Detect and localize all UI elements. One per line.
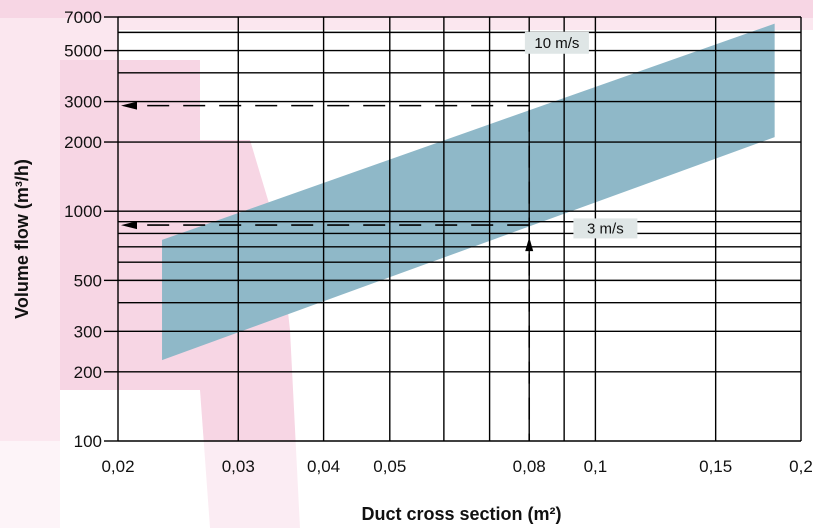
x-tick-label: 0,02 [101,457,134,476]
x-tick-label: 0,08 [513,457,546,476]
grid-layer [104,16,802,442]
bg-top-strip [0,0,813,18]
x-tick-label: 0,04 [307,457,340,476]
x-tick-label: 0,1 [584,457,608,476]
arrow-left-high [121,101,137,110]
band-label: 10 m/s [534,35,579,52]
y-tick-label: 300 [74,322,102,341]
x-axis-title: Duct cross section (m²) [361,504,561,524]
velocity-band [162,23,775,361]
y-tick-label: 2000 [64,133,102,152]
arrow-left-low [121,221,137,230]
arrow-up [525,237,534,252]
bg-bottom-wash [0,441,813,528]
bg-top-fade [0,18,813,30]
band-label: 3 m/s [587,220,624,237]
velocity-band-layer [162,23,775,361]
y-tick-label: 500 [74,271,102,290]
band-label-box [524,31,589,54]
y-tick-label: 1000 [64,202,102,221]
x-tick-label: 0,05 [373,457,406,476]
y-tick-label: 3000 [64,93,102,112]
y-tick-label: 7000 [64,8,102,27]
x-tick-label: 0,15 [699,457,732,476]
y-tick-label: 200 [74,363,102,382]
tick-label-layer: 0,02 0,03 0,04 0,05 0,08 0,1 0,15 0,2 100 200 300 5… [64,8,813,476]
y-tick-label: 100 [74,432,102,451]
y-axis-title: Volume flow (m³/h) [12,159,32,319]
band-label-layer: 10 m/s 3 m/s [524,31,638,239]
y-tick-label: 5000 [64,42,102,61]
x-tick-label: 0,03 [222,457,255,476]
example-lines-layer [121,101,534,441]
band-label-box [573,218,638,239]
x-tick-label: 0,2 [789,457,813,476]
